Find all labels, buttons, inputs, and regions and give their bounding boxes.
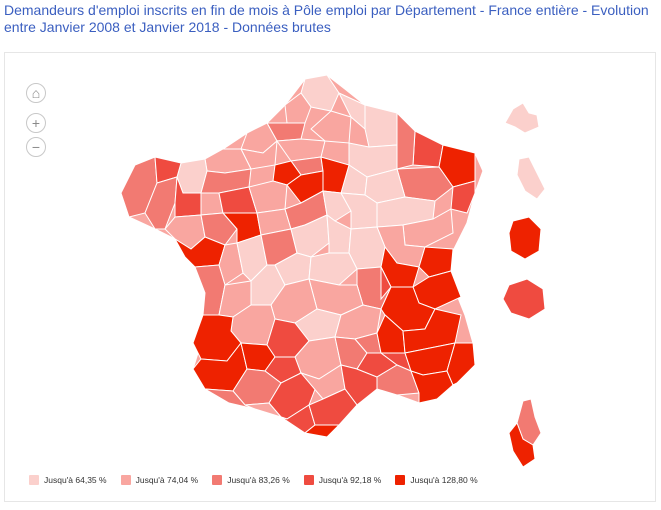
legend-swatch-1: [29, 475, 39, 485]
zoom-out-button[interactable]: −: [26, 137, 46, 157]
legend-swatch-3: [212, 475, 223, 485]
legend-item-5[interactable]: Jusqu'à 128,80 %: [395, 475, 478, 485]
map-panel[interactable]: ⌂ + − Jusqu'à 64,35 % Jusqu'à 74,04 % Ju…: [4, 52, 656, 502]
dept-martinique: [516, 156, 546, 200]
legend-label-5: Jusqu'à 128,80 %: [410, 475, 478, 485]
home-icon: ⌂: [31, 85, 41, 101]
dept-maine-et-loire: [200, 212, 238, 246]
legend-swatch-5: [395, 475, 406, 485]
dept-moselle: [412, 130, 444, 168]
dept-guadeloupe: [504, 102, 540, 134]
dept-la-reunion: [502, 278, 546, 320]
dept-rhone: [380, 266, 392, 301]
dept-aisne: [310, 110, 352, 144]
home-button[interactable]: ⌂: [26, 83, 46, 103]
legend-label-1: Jusqu'à 64,35 %: [44, 475, 107, 485]
dept-haut-rhin: [450, 180, 476, 214]
map-legend: Jusqu'à 64,35 % Jusqu'à 74,04 % Jusqu'à …: [29, 475, 492, 485]
dept-pyrenees-orientales: [303, 424, 341, 438]
legend-swatch-4: [303, 475, 314, 485]
legend-label-4: Jusqu'à 92,18 %: [318, 475, 382, 485]
dept-haute-savoie: [418, 246, 454, 278]
dept-var: [410, 370, 454, 404]
dept-alpes-maritimes: [446, 342, 476, 386]
legend-label-2: Jusqu'à 74,04 %: [135, 475, 199, 485]
legend-item-1[interactable]: Jusqu'à 64,35 %: [29, 475, 107, 485]
france-map[interactable]: [5, 53, 655, 501]
dept-essonne: [286, 170, 324, 204]
dept-pas-de-calais: [284, 92, 312, 124]
legend-item-3[interactable]: Jusqu'à 83,26 %: [212, 475, 290, 485]
plus-icon: +: [31, 115, 41, 131]
minus-icon: −: [31, 139, 41, 155]
dept-meuse: [364, 104, 398, 148]
dept-corse-du-sud: [508, 422, 536, 468]
dept-oise: [276, 138, 326, 162]
page-title: Demandeurs d'emploi inscrits en fin de m…: [4, 2, 649, 35]
dept-eure-et-loir: [248, 180, 288, 214]
legend-swatch-2: [120, 475, 131, 485]
dept-meurthe: [396, 111, 416, 170]
legend-item-2[interactable]: Jusqu'à 74,04 %: [120, 475, 199, 485]
legend-item-4[interactable]: Jusqu'à 92,18 %: [303, 475, 382, 485]
legend-label-3: Jusqu'à 83,26 %: [227, 475, 290, 485]
zoom-in-button[interactable]: +: [26, 113, 46, 133]
dept-guyane: [508, 216, 542, 260]
